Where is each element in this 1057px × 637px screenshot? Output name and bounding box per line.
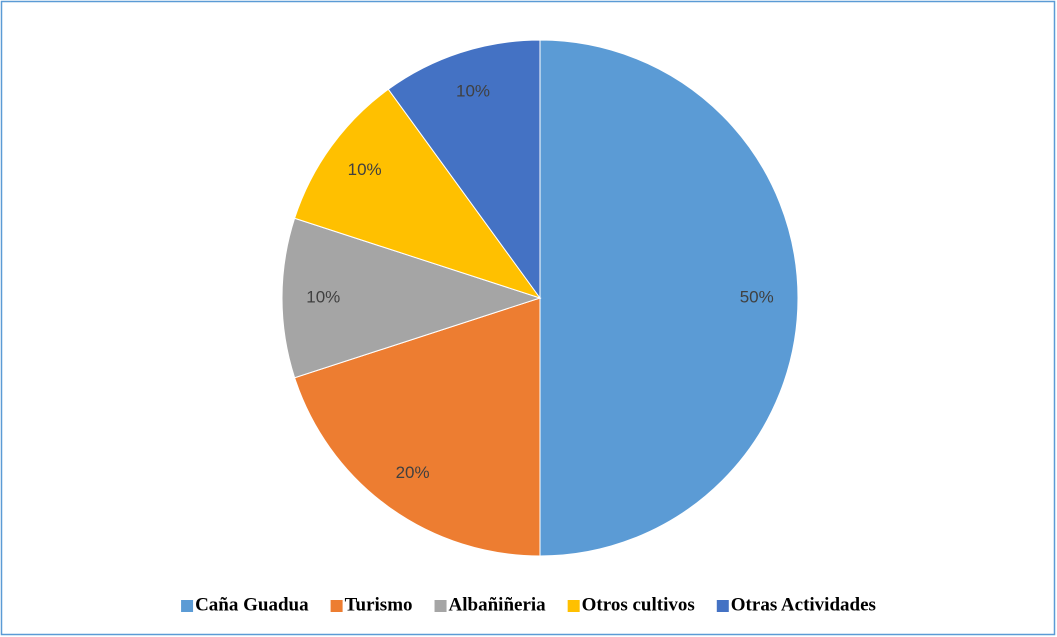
pie-slice bbox=[539, 39, 799, 557]
pie-slice bbox=[281, 217, 542, 379]
data-label: 10% bbox=[348, 160, 382, 179]
legend-swatch bbox=[434, 600, 447, 612]
legend-swatch bbox=[330, 600, 343, 612]
data-label: 20% bbox=[396, 463, 430, 482]
data-label: 10% bbox=[456, 81, 490, 100]
pie-slice bbox=[387, 39, 541, 300]
legend-swatch bbox=[181, 600, 194, 612]
legend-label: Otras Actividades bbox=[731, 594, 876, 615]
legend-label: Turismo bbox=[345, 594, 413, 615]
pie-slice bbox=[293, 88, 542, 299]
data-label: 10% bbox=[306, 287, 340, 306]
legend-swatch bbox=[716, 600, 729, 612]
data-label: 50% bbox=[740, 287, 774, 306]
legend-label: Caña Guadua bbox=[195, 594, 309, 615]
pie-slice bbox=[293, 297, 541, 557]
legend-label: Albañiñeria bbox=[449, 594, 547, 615]
legend-label: Otros cultivos bbox=[582, 594, 695, 615]
legend-swatch bbox=[567, 600, 580, 612]
